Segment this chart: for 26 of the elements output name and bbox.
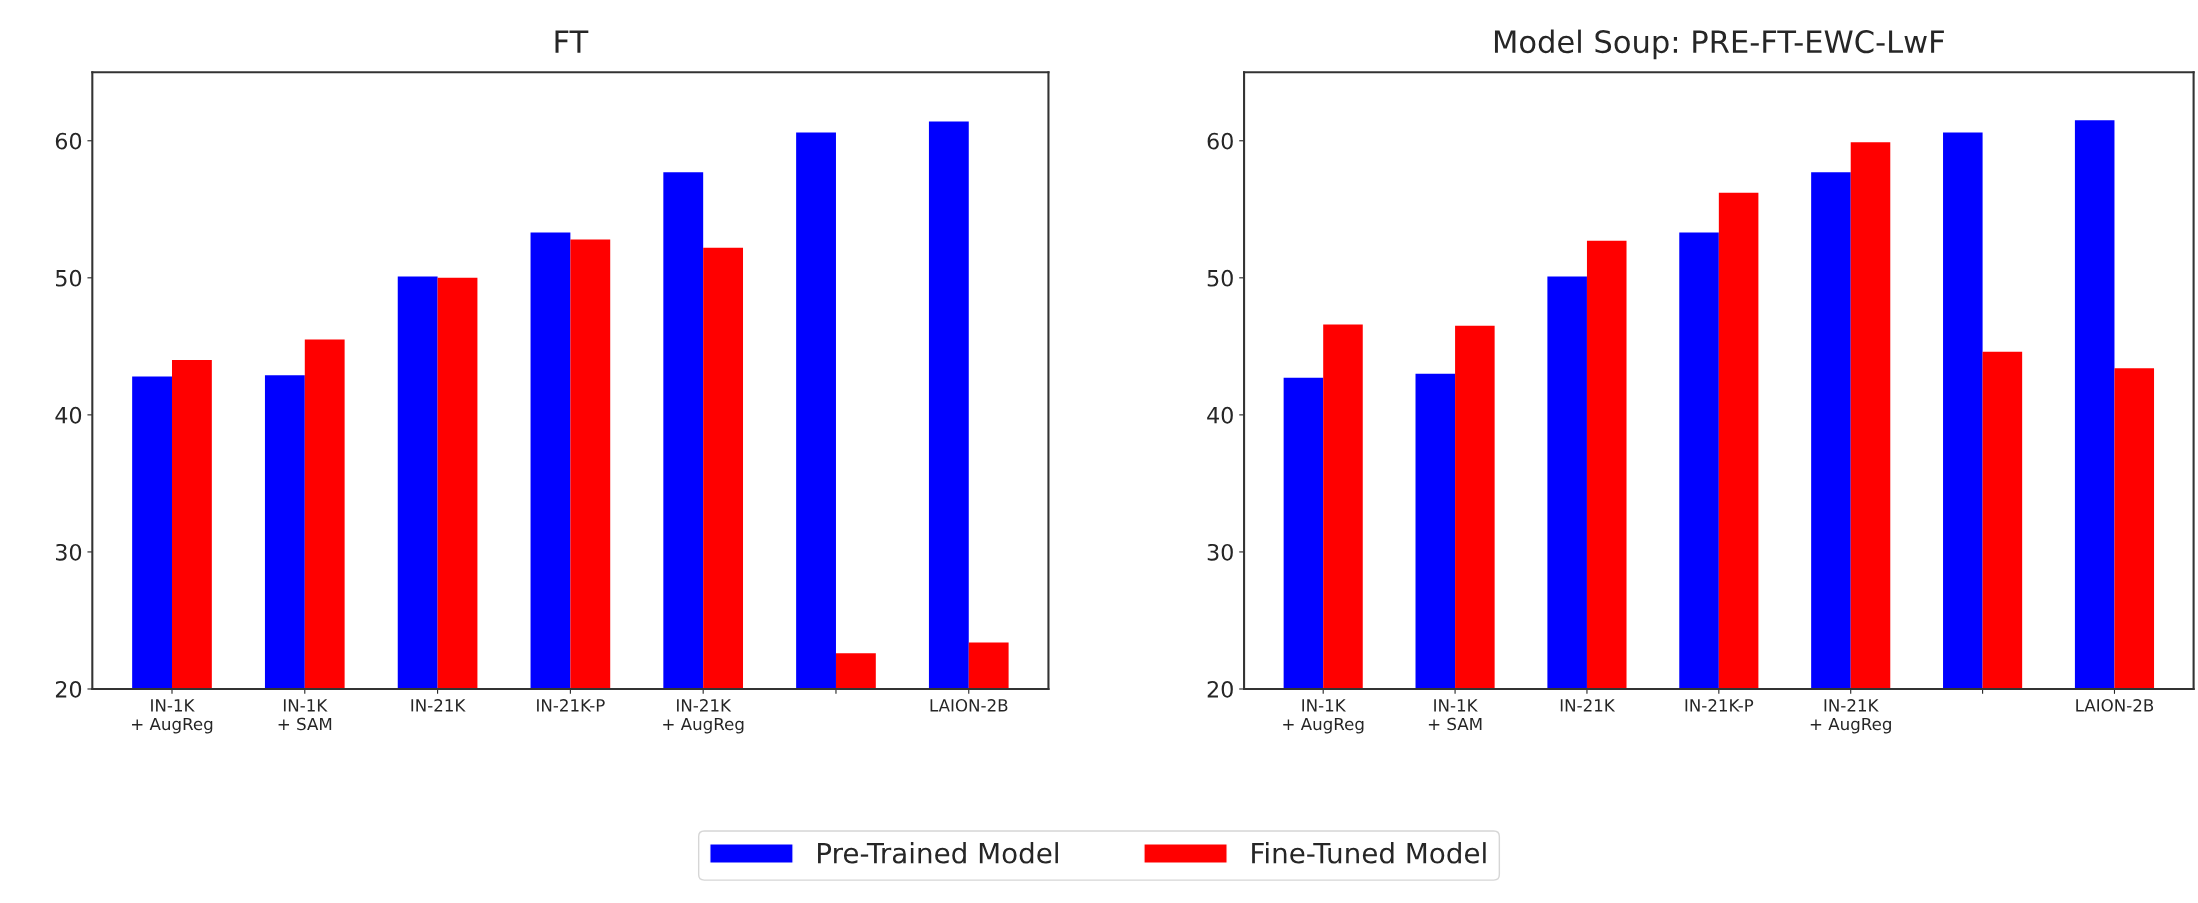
x-tick-label: IN-21K-P	[537, 699, 605, 712]
y-tick-label: 40	[1207, 406, 1233, 424]
x-tick-label: LAION-2B	[2076, 699, 2154, 712]
y-tick-label: 60	[55, 132, 82, 150]
x-tick-label: LAION-2B	[930, 699, 1008, 712]
y-tick-label: 40	[55, 406, 82, 424]
chart-title: FT	[555, 30, 589, 53]
legend-label: Pre-Trained Model	[818, 842, 1058, 864]
y-tick-label: 30	[56, 543, 82, 561]
y-tick-label: 50	[56, 269, 82, 287]
y-tick-label: 60	[1207, 132, 1233, 150]
x-tick-label: IN-21K + AugReg	[1810, 699, 1891, 734]
y-tick-label: 30	[1207, 543, 1233, 561]
x-tick-label: IN-21K-P	[1685, 699, 1754, 712]
y-tick-label: 50	[1207, 269, 1233, 287]
x-tick-label: IN-1K + AugReg	[132, 699, 213, 734]
x-tick-label: IN-1K + SAM	[278, 699, 332, 731]
chart-title: Model Soup: PRE-FT-EWC-LwF	[1494, 29, 1944, 60]
x-tick-label: IN-1K + AugReg	[1283, 699, 1364, 734]
x-tick-label: IN-1K + SAM	[1428, 699, 1482, 731]
x-tick-label: IN-21K + AugReg	[663, 699, 744, 734]
x-tick-label: IN-21K	[1560, 699, 1616, 712]
y-tick-label: 20	[55, 680, 82, 698]
y-tick-label: 20	[1207, 680, 1233, 698]
x-tick-label: IN-21K	[411, 699, 466, 712]
legend-label: Fine-Tuned Model	[1252, 842, 1486, 864]
